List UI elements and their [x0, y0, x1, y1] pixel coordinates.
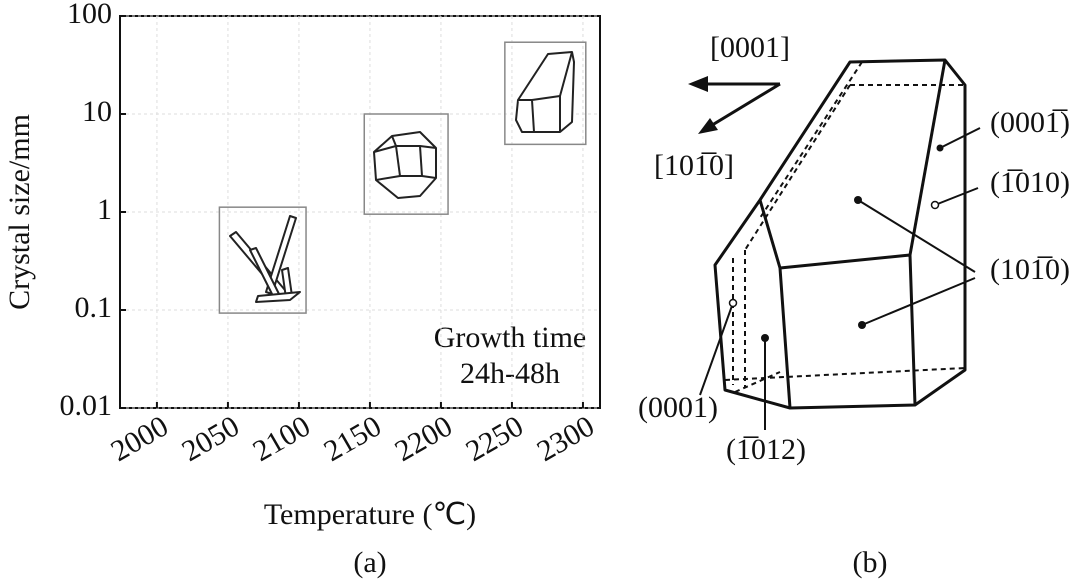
x-tick-label: 2050	[176, 409, 244, 468]
chart-a: Crystal size/mm Temperature (℃) Growth t…	[3, 0, 601, 579]
annotation: 24h-48h	[460, 357, 560, 390]
direction-label: [101̅0]	[654, 149, 734, 182]
face-label: (101̅0)	[990, 253, 1070, 286]
crystal-diagram: [0001] [101̅0] (0001̅) (1̅010) (101̅0) (…	[638, 31, 1070, 579]
face-label: (1̅010)	[990, 166, 1070, 199]
y-tick-label: 10	[82, 95, 112, 128]
caption: (b)	[853, 546, 888, 579]
y-tick-label: 100	[67, 0, 112, 30]
x-tick-label: 2100	[247, 409, 315, 468]
crystal-icon	[373, 131, 437, 199]
x-tick-label: 2300	[531, 409, 599, 468]
region-box	[504, 41, 587, 146]
crystal-icon	[229, 215, 301, 303]
region-box	[363, 113, 449, 215]
y-tick-label: 0.1	[75, 291, 113, 324]
x-tick-label: 2150	[318, 409, 386, 468]
x-tick-label: 2250	[460, 409, 528, 468]
y-axis-title: Crystal size/mm	[3, 114, 36, 310]
x-tick-label: 2200	[389, 409, 457, 468]
y-tick-label: 1	[97, 193, 112, 226]
face-label: (1̅012)	[726, 433, 806, 466]
crystal-icon	[515, 51, 575, 133]
face-label: (0001̅)	[990, 106, 1070, 139]
direction-label: [0001]	[710, 31, 790, 64]
region-box	[218, 206, 307, 314]
annotation: Growth time	[434, 321, 586, 354]
face-label: (0001)	[638, 391, 718, 424]
caption: (a)	[353, 546, 386, 579]
y-tick-label: 0.01	[60, 389, 113, 422]
x-tick-label: 2000	[105, 409, 173, 468]
x-axis-title: Temperature (℃)	[264, 498, 476, 531]
